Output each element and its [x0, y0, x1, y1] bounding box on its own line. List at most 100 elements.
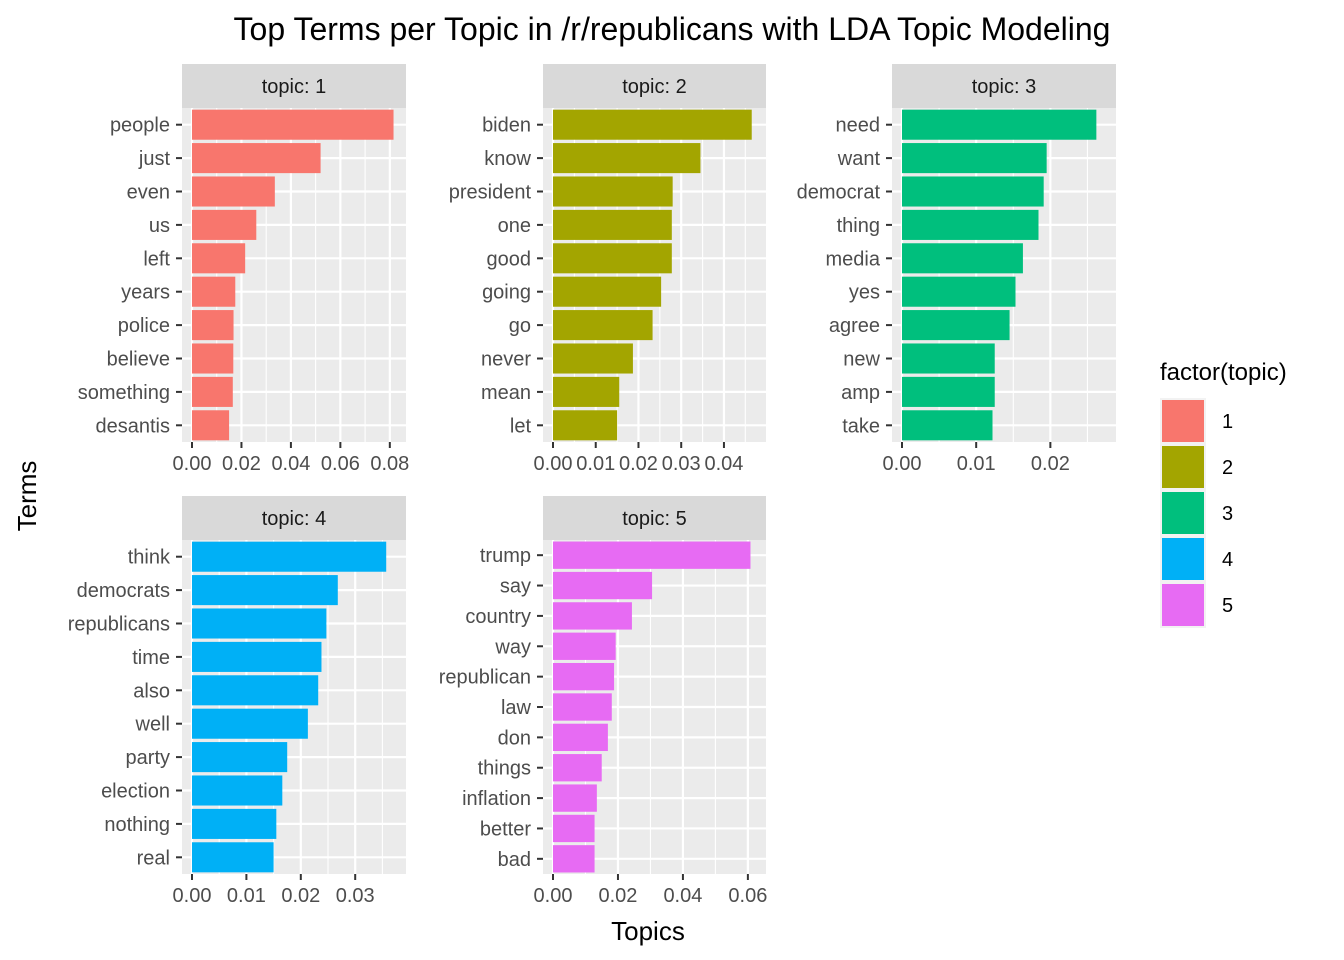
legend-key-5 — [1162, 584, 1204, 626]
y-tick-label: trump — [480, 545, 531, 567]
x-tick-label: 0.03 — [662, 453, 701, 475]
y-tick-label: good — [487, 248, 532, 270]
strip-label: topic: 1 — [262, 76, 326, 98]
bar-media — [902, 243, 1023, 274]
y-tick-label: president — [449, 182, 532, 204]
y-tick-label: also — [133, 680, 170, 702]
bar-time — [192, 641, 322, 672]
bar-biden — [553, 109, 752, 140]
bar-nothing — [192, 808, 277, 839]
bar-better — [553, 814, 595, 843]
x-tick-label: 0.00 — [534, 453, 573, 475]
bar-also — [192, 675, 319, 706]
y-tick-label: amp — [841, 382, 880, 404]
y-tick-label: inflation — [462, 788, 531, 810]
y-tick-label: say — [500, 576, 531, 598]
y-tick-label: republican — [439, 667, 531, 689]
y-tick-label: left — [143, 248, 170, 270]
y-tick-label: yes — [849, 282, 880, 304]
x-tick-label: 0.02 — [222, 453, 261, 475]
y-tick-label: time — [132, 647, 170, 669]
x-tick-label: 0.08 — [370, 453, 409, 475]
x-tick-label: 0.02 — [619, 453, 658, 475]
y-tick-label: nothing — [104, 814, 170, 836]
bar-bad — [553, 845, 595, 873]
y-tick-label: democrat — [797, 182, 881, 204]
bar-new — [902, 343, 995, 374]
legend-label: 4 — [1222, 549, 1233, 571]
bar-believe — [192, 343, 234, 374]
x-tick-label: 0.01 — [576, 453, 615, 475]
strip-label: topic: 3 — [972, 76, 1036, 98]
bar-party — [192, 742, 288, 773]
y-tick-label: people — [110, 115, 170, 137]
strip-background — [892, 64, 1116, 108]
y-tick-label: years — [121, 282, 170, 304]
legend-label: 3 — [1222, 503, 1233, 525]
y-axis-title: Terms — [12, 461, 42, 532]
y-tick-label: real — [137, 847, 170, 869]
y-tick-label: new — [843, 349, 880, 371]
y-tick-label: something — [78, 382, 170, 404]
bar-amp — [902, 376, 995, 407]
bar-just — [192, 143, 321, 174]
x-tick-label: 0.04 — [663, 885, 702, 907]
x-tick-label: 0.00 — [173, 885, 212, 907]
x-tick-label: 0.00 — [883, 453, 922, 475]
y-tick-label: go — [509, 315, 531, 337]
bar-police — [192, 310, 234, 341]
legend-key-1 — [1162, 400, 1204, 442]
strip-label: topic: 4 — [262, 508, 326, 530]
bar-trump — [553, 541, 751, 569]
x-tick-label: 0.02 — [1031, 453, 1070, 475]
x-tick-label: 0.02 — [281, 885, 320, 907]
legend-key-3 — [1162, 492, 1204, 534]
bar-go — [553, 310, 653, 341]
panel-topic-4: topic: 4 0.00 0.01 0.02 0.03 think democrats re… — [68, 496, 406, 907]
strip-background — [543, 64, 766, 108]
y-tick-label: way — [494, 636, 531, 658]
y-tick-label: well — [135, 714, 170, 736]
legend-label: 1 — [1222, 411, 1233, 433]
y-tick-label: party — [126, 747, 170, 769]
legend-key-4 — [1162, 538, 1204, 580]
x-tick-label: 0.04 — [704, 453, 743, 475]
bar-yes — [902, 276, 1016, 307]
bar-inflation — [553, 784, 597, 812]
bar-say — [553, 571, 653, 600]
y-tick-label: don — [498, 727, 531, 749]
panels: topic: 1 0.00 0.02 0.04 0.06 0.08 people just ev… — [68, 64, 1116, 907]
y-tick-label: thing — [837, 215, 880, 237]
y-tick-label: democrats — [77, 580, 170, 602]
bar-democrat — [902, 176, 1044, 207]
bar-know — [553, 143, 701, 174]
y-tick-label: things — [478, 758, 531, 780]
legend-label: 5 — [1222, 595, 1233, 617]
y-tick-label: country — [465, 606, 531, 628]
y-tick-label: election — [101, 781, 170, 803]
panel-topic-2: topic: 2 0.00 0.01 0.02 0.03 0.04 biden know pre… — [449, 64, 766, 475]
x-tick-label: 0.06 — [728, 885, 767, 907]
x-tick-label: 0.01 — [957, 453, 996, 475]
bar-going — [553, 276, 662, 307]
panel-topic-3: topic: 3 0.00 0.01 0.02 need want democrat thin… — [797, 64, 1116, 475]
panel-topic-1: topic: 1 0.00 0.02 0.04 0.06 0.08 people just ev… — [78, 64, 409, 475]
bar-never — [553, 343, 633, 374]
strip-background — [182, 496, 406, 540]
x-axis-title: Topics — [611, 916, 685, 946]
bar-republican — [553, 662, 615, 691]
bar-republicans — [192, 608, 327, 639]
bar-us — [192, 209, 257, 240]
y-tick-label: law — [501, 697, 532, 719]
x-tick-label: 0.06 — [321, 453, 360, 475]
y-tick-label: better — [480, 818, 531, 840]
x-tick-label: 0.00 — [534, 885, 573, 907]
y-tick-label: one — [498, 215, 531, 237]
y-tick-label: know — [484, 148, 531, 170]
bar-thing — [902, 209, 1039, 240]
bar-desantis — [192, 410, 230, 441]
y-tick-label: bad — [498, 849, 531, 871]
chart-title: Top Terms per Topic in /r/republicans wi… — [234, 11, 1111, 47]
bar-well — [192, 708, 308, 739]
